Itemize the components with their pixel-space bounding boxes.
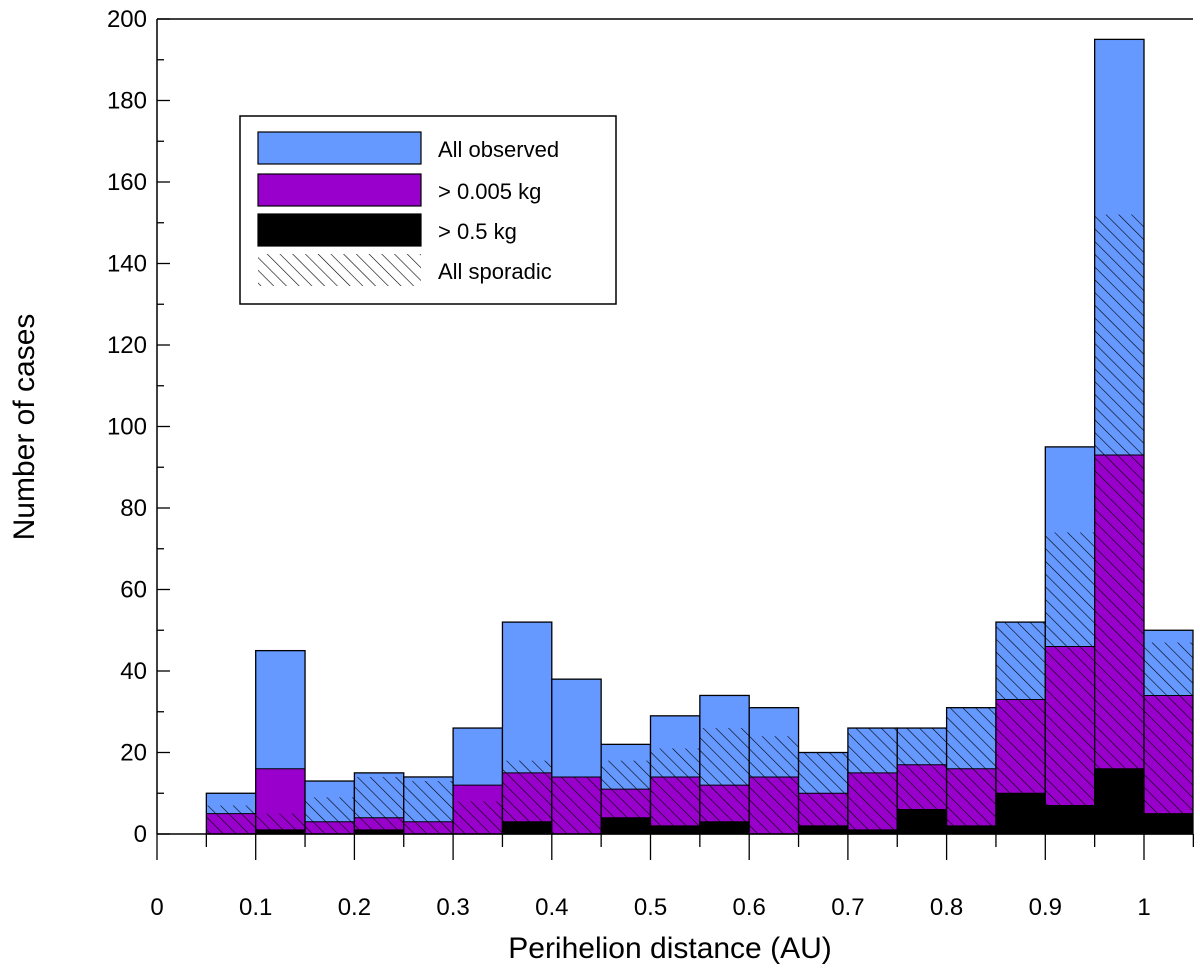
y-tick-label: 80 <box>120 495 147 522</box>
bar-all-sporadic <box>847 728 898 834</box>
bars-layer <box>205 38 1194 835</box>
bar-all-sporadic <box>699 728 750 834</box>
bar-all-sporadic <box>1094 214 1144 835</box>
bar-all-sporadic <box>502 760 552 834</box>
bar-all-sporadic <box>650 748 700 834</box>
bar-all-sporadic <box>946 707 996 834</box>
bar-all-sporadic <box>403 781 454 834</box>
x-tick-label: 0.6 <box>733 894 766 921</box>
y-tick-label: 160 <box>107 169 147 196</box>
y-tick-label: 200 <box>107 6 147 33</box>
axes-layer: 0 20 40 60 80 100 120 140 160 180 200 0 0.1 0.2 0.3 0.4… <box>107 6 1194 921</box>
legend-swatch-05kg <box>257 213 422 247</box>
legend-swatch-all-observed <box>257 131 422 165</box>
x-axis-title: Perihelion distance (AU) <box>508 932 831 965</box>
bar-all-sporadic <box>305 797 355 834</box>
y-tick-label: 180 <box>107 88 147 115</box>
legend-swatch-005kg <box>257 173 422 207</box>
x-tick-label: 1 <box>1137 894 1150 921</box>
bar-all-sporadic <box>453 801 503 834</box>
bar-all-sporadic <box>551 776 602 834</box>
bar-all-sporadic <box>601 760 651 834</box>
y-tick-label: 40 <box>120 658 147 685</box>
x-tick-label: 0.5 <box>634 894 667 921</box>
bar-all-sporadic <box>897 728 947 834</box>
bar-all-sporadic <box>1144 642 1193 834</box>
x-tick-label: 0.9 <box>1029 894 1062 921</box>
x-tick-label: 0.2 <box>338 894 371 921</box>
bar-all-sporadic <box>255 813 306 834</box>
y-tick-label: 0 <box>134 821 147 848</box>
legend: All observed > 0.005 kg > 0.5 kg All spo… <box>239 115 617 305</box>
x-tick-label: 0.3 <box>436 894 469 921</box>
legend-label-005kg: > 0.005 kg <box>438 179 541 204</box>
y-tick-label: 120 <box>107 332 147 359</box>
bar-all-sporadic <box>354 776 404 834</box>
legend-label-05kg: > 0.5 kg <box>438 219 517 244</box>
x-tick-label: 0.8 <box>930 894 963 921</box>
legend-swatch-sporadic <box>258 254 421 286</box>
bar-all-sporadic <box>995 622 1046 834</box>
y-tick-label: 140 <box>107 251 147 278</box>
legend-label-all-observed: All observed <box>438 137 559 162</box>
x-tick-label: 0.1 <box>239 894 272 921</box>
y-tick-label: 100 <box>107 414 147 441</box>
x-tick-label: 0 <box>150 894 163 921</box>
bar-all-sporadic <box>206 805 256 834</box>
bar-all-sporadic <box>1045 532 1095 834</box>
y-axis-title: Number of cases <box>8 314 41 541</box>
bar-all-sporadic <box>749 736 799 834</box>
y-tick-label: 20 <box>120 740 147 767</box>
x-tick-label: 0.4 <box>535 894 568 921</box>
legend-label-sporadic: All sporadic <box>438 259 552 284</box>
y-tick-label: 60 <box>120 577 147 604</box>
x-tick-label: 0.7 <box>831 894 864 921</box>
